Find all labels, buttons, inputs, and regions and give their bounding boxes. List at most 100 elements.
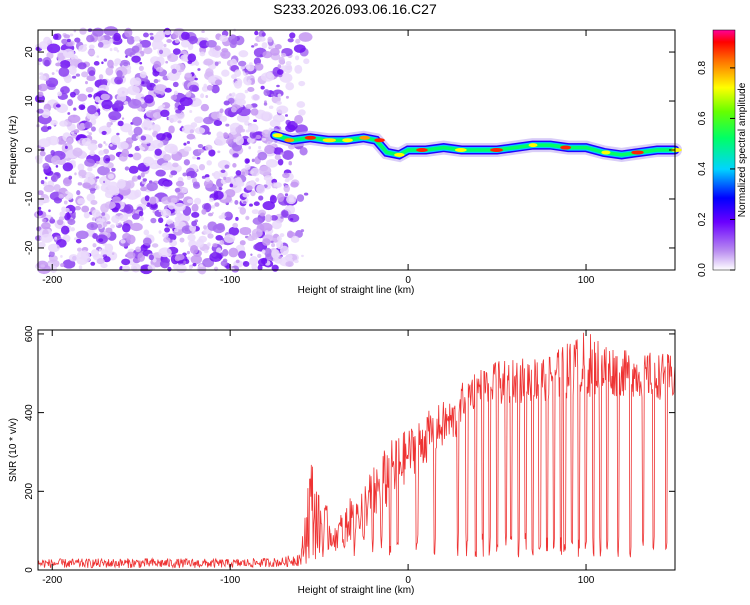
- noise-blob: [120, 123, 133, 133]
- noise-blob: [173, 90, 179, 96]
- noise-blob: [186, 175, 192, 180]
- noise-blob: [173, 202, 186, 212]
- noise-blob: [43, 36, 51, 44]
- noise-blob: [137, 175, 142, 180]
- noise-blob: [140, 186, 148, 192]
- heatmap-y-label: Frequency (Hz): [8, 116, 19, 185]
- noise-blob: [281, 210, 289, 218]
- noise-blob: [86, 75, 96, 82]
- noise-blob: [213, 171, 221, 180]
- noise-blob: [40, 125, 50, 133]
- snr-x-tick-label: 0: [405, 575, 411, 586]
- heatmap-y-ticks: -20 -10 0 10 20: [24, 46, 675, 255]
- noise-blob: [72, 75, 77, 79]
- noise-blob: [260, 72, 275, 82]
- noise-blob: [103, 180, 106, 184]
- noise-blob: [110, 135, 121, 145]
- noise-blob: [220, 169, 226, 174]
- noise-blob: [98, 150, 105, 156]
- noise-blob: [294, 64, 303, 74]
- noise-blob: [116, 93, 127, 102]
- noise-blob: [258, 36, 266, 42]
- noise-blob: [36, 226, 42, 232]
- noise-blob: [298, 32, 313, 42]
- noise-blob: [90, 199, 98, 206]
- noise-blob: [92, 243, 97, 248]
- noise-blob: [85, 81, 88, 85]
- noise-blob: [286, 230, 294, 238]
- noise-blob: [228, 247, 239, 258]
- noise-blob: [54, 236, 58, 240]
- noise-blob: [180, 31, 190, 40]
- noise-blob: [95, 176, 100, 179]
- noise-blob: [224, 164, 230, 169]
- noise-blob: [172, 263, 179, 270]
- noise-blob: [261, 257, 268, 265]
- noise-blob: [39, 150, 46, 157]
- noise-blob: [153, 78, 159, 84]
- noise-blob: [295, 38, 301, 44]
- noise-blob: [128, 99, 142, 109]
- noise-blob: [203, 83, 208, 89]
- noise-blob: [186, 250, 190, 255]
- noise-blob: [285, 82, 295, 91]
- noise-blob: [124, 166, 130, 171]
- noise-blob: [219, 34, 229, 43]
- noise-blob: [279, 233, 285, 238]
- noise-blob: [271, 220, 282, 230]
- noise-blob: [189, 244, 199, 254]
- noise-blob: [188, 266, 193, 270]
- noise-blob: [228, 34, 238, 44]
- noise-blob: [188, 84, 199, 92]
- noise-blob: [270, 215, 278, 221]
- noise-blob: [88, 132, 92, 136]
- noise-blob: [155, 169, 166, 177]
- noise-blob: [101, 212, 106, 216]
- noise-blob: [158, 247, 172, 258]
- noise-blob: [182, 172, 187, 177]
- noise-blob: [161, 162, 173, 171]
- noise-blob: [174, 228, 179, 233]
- noise-blob: [245, 185, 253, 191]
- noise-blob: [170, 170, 178, 176]
- noise-blob: [171, 68, 177, 74]
- noise-blob: [296, 101, 306, 108]
- noise-blob: [270, 47, 280, 56]
- noise-blob: [213, 120, 223, 127]
- noise-blob: [44, 59, 50, 67]
- noise-blob: [253, 243, 263, 251]
- noise-blob: [200, 93, 205, 99]
- noise-blob: [217, 150, 221, 154]
- noise-blob: [104, 243, 114, 253]
- noise-blob: [283, 185, 290, 193]
- noise-blob: [111, 196, 121, 204]
- colorbar-tick-label: 0.6: [697, 111, 708, 125]
- noise-blob: [280, 215, 284, 219]
- noise-blob: [47, 125, 52, 130]
- noise-blob: [251, 45, 255, 48]
- noise-blob: [87, 49, 96, 56]
- noise-blob: [117, 120, 124, 127]
- noise-blob: [251, 228, 263, 238]
- noise-blob: [104, 191, 114, 199]
- track-hotspot: [359, 135, 370, 140]
- noise-blob: [261, 137, 267, 141]
- heatmap-y-tick-label: -20: [24, 240, 35, 255]
- noise-blob: [288, 197, 295, 203]
- noise-blob: [59, 59, 71, 69]
- noise-blob: [242, 201, 247, 204]
- noise-blob: [161, 104, 166, 108]
- noise-blob: [143, 229, 150, 236]
- noise-blob: [37, 241, 46, 248]
- noise-blob: [249, 130, 257, 139]
- noise-blob: [143, 46, 153, 55]
- noise-blob: [62, 162, 74, 172]
- noise-blob: [235, 136, 244, 146]
- noise-blob: [52, 33, 59, 40]
- noise-blob: [78, 169, 87, 177]
- noise-blob: [238, 60, 247, 67]
- noise-blob: [186, 199, 194, 204]
- noise-blob: [141, 81, 145, 85]
- noise-blob: [172, 48, 181, 55]
